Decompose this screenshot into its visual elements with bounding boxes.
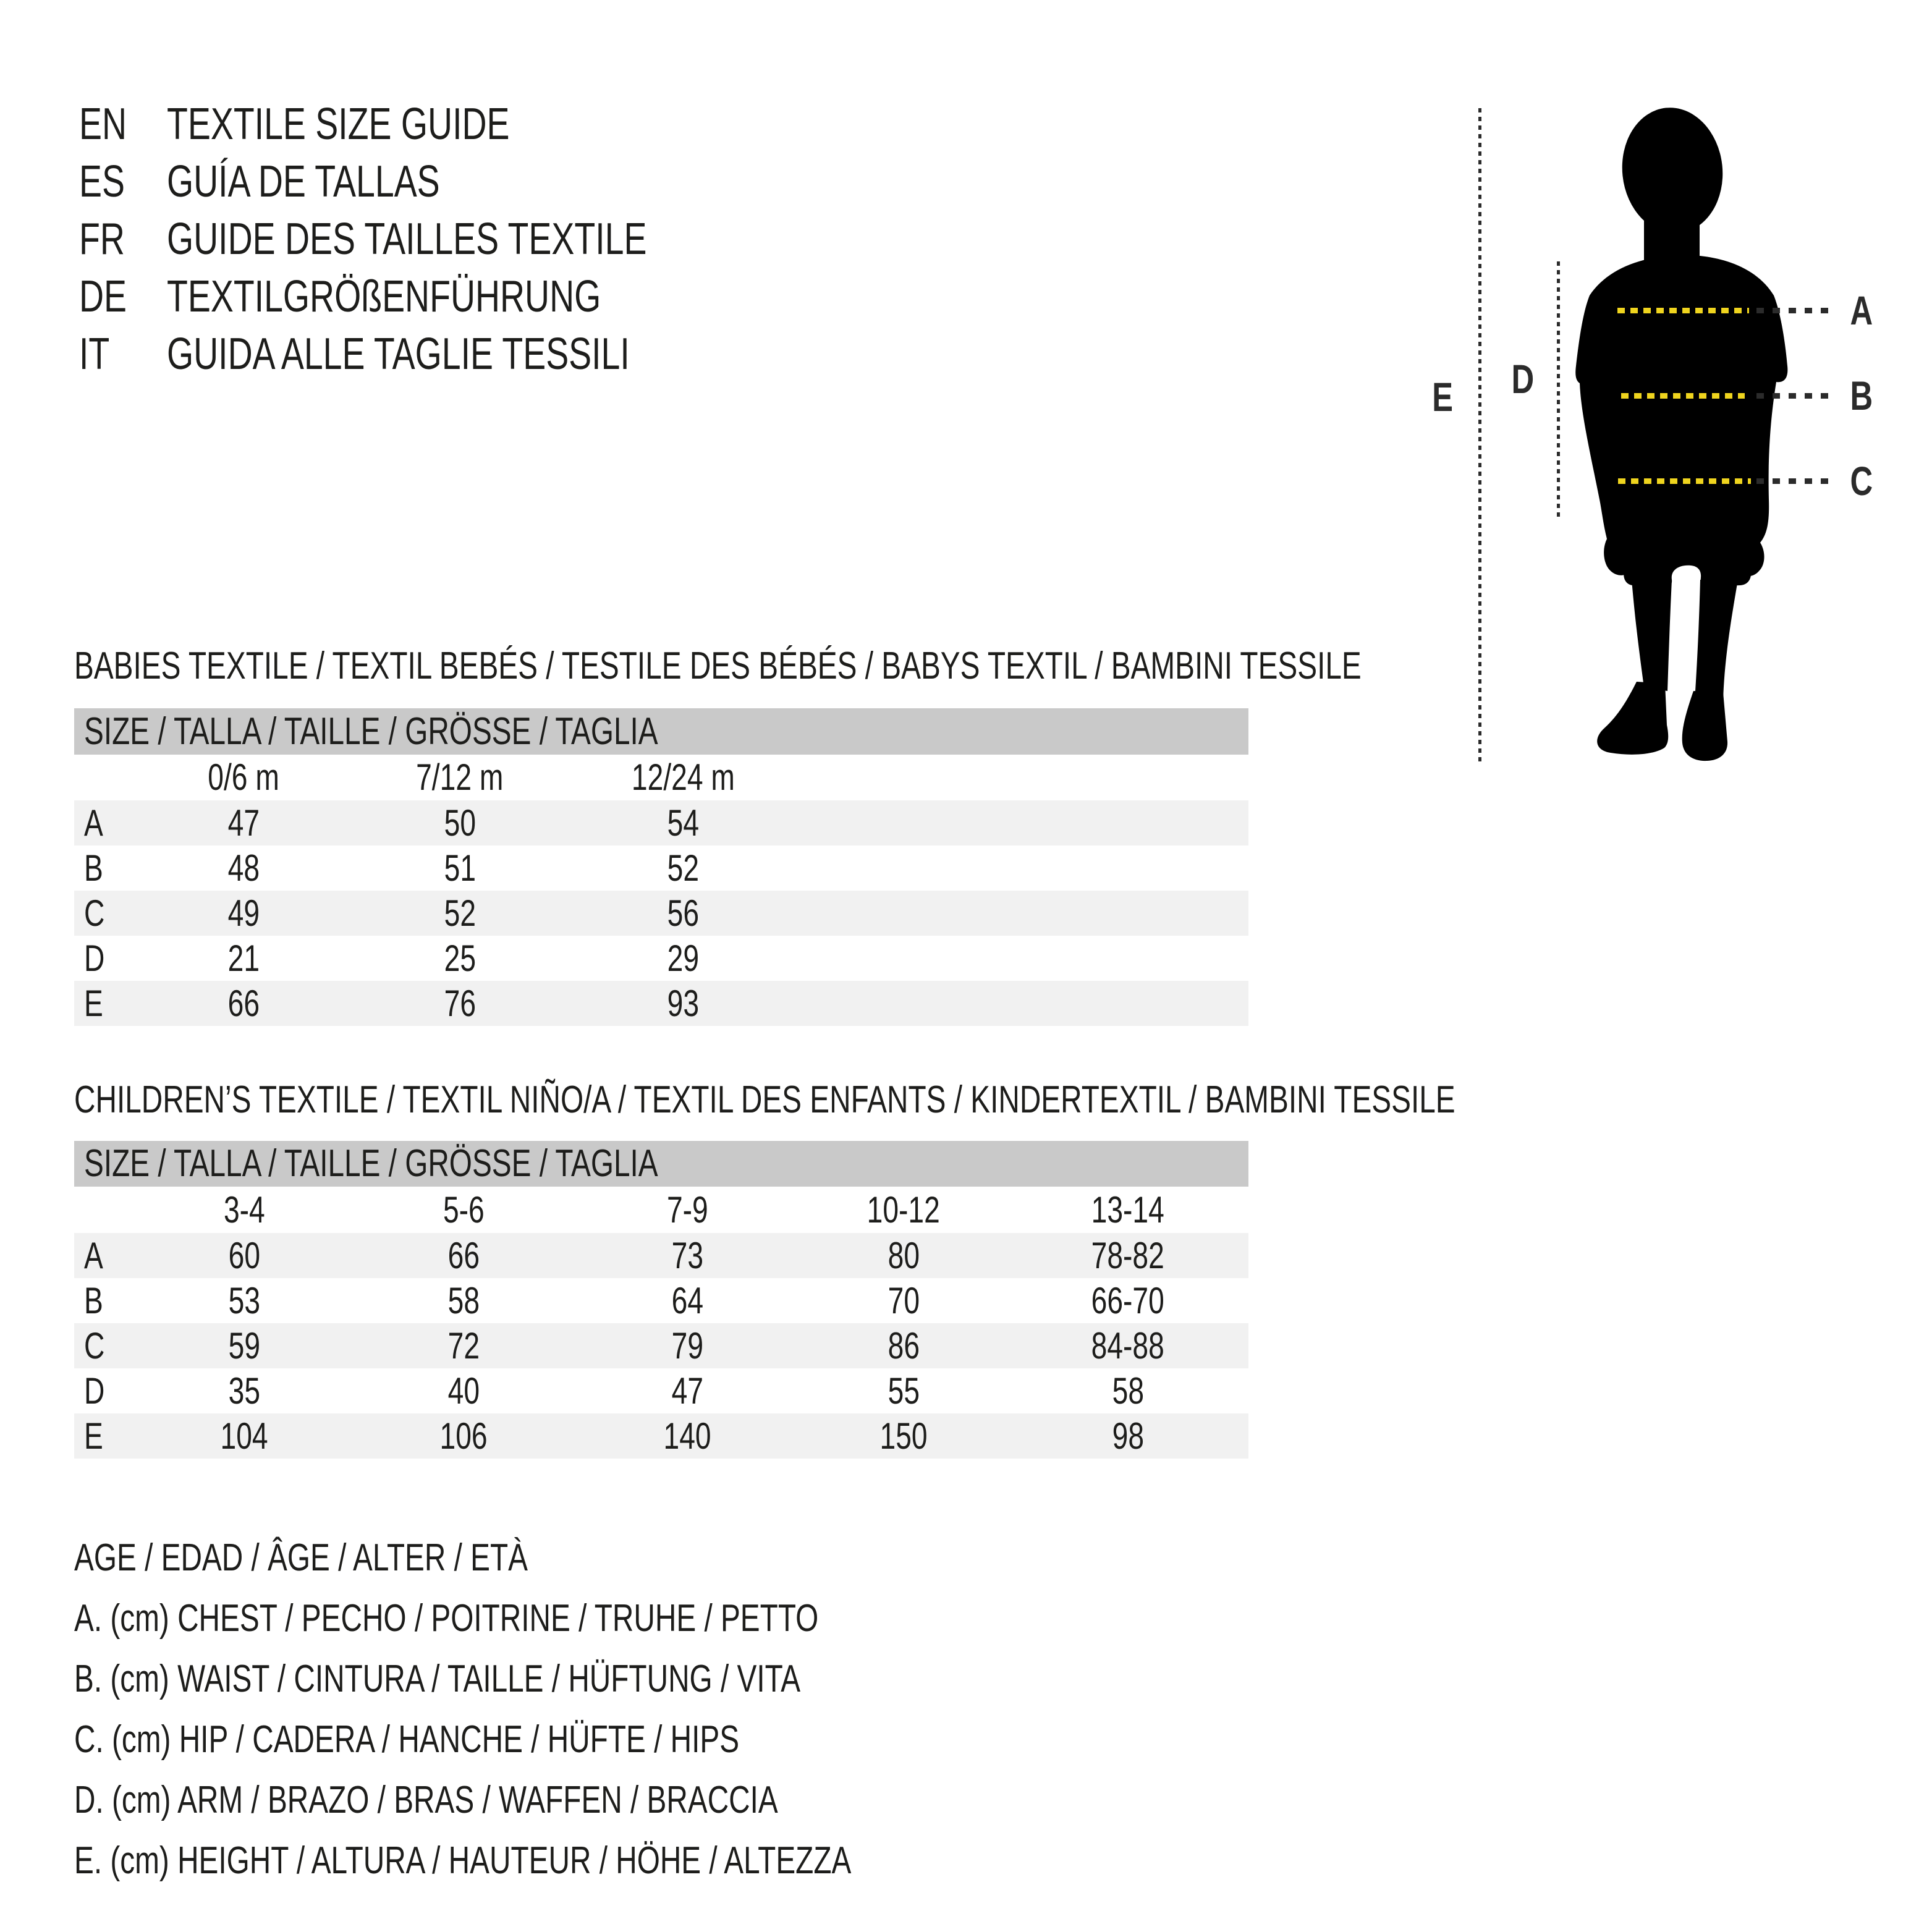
lang-title-en: TEXTILE SIZE GUIDE	[167, 100, 510, 149]
row-label: A	[84, 802, 103, 844]
babies-col-12-24m: 12/24 m	[631, 756, 735, 798]
waist-measure-black-dots	[1756, 393, 1833, 399]
babies-section-title: BABIES TEXTILE / TEXTIL BEBÉS / TESTILE …	[74, 645, 1362, 687]
children-section-title: CHILDREN’S TEXTILE / TEXTIL NIÑO/A / TEX…	[74, 1078, 1455, 1121]
language-row-de: DE TEXTILGRÖßENFÜHRUNG	[79, 268, 790, 326]
language-row-it: IT GUIDA ALLE TAGLIE TESSILI	[79, 326, 790, 383]
lang-title-fr: GUIDE DES TAILLES TEXTILE	[167, 214, 647, 264]
children-size-header-bar: SIZE / TALLA / TAILLE / GRÖSSE / TAGLIA	[74, 1141, 1248, 1187]
lang-code-fr: FR	[79, 214, 125, 264]
table-row: E 104 106 140 150 98	[74, 1413, 1248, 1459]
chest-measure-black-dots	[1756, 308, 1833, 313]
lang-title-de: TEXTILGRÖßENFÜHRUNG	[167, 272, 601, 321]
measure-label-d: D	[1511, 356, 1535, 402]
legend-height: E. (cm) HEIGHT / ALTURA / HAUTEUR / HÖHE…	[74, 1839, 852, 1882]
row-label: B	[84, 1280, 103, 1321]
babies-col-0-6m: 0/6 m	[208, 756, 279, 798]
row-label: C	[84, 892, 105, 934]
legend-waist: B. (cm) WAIST / CINTURA / TAILLE / HÜFTU…	[74, 1658, 801, 1700]
row-label: D	[84, 1370, 105, 1412]
babies-column-header-row: 0/6 m 7/12 m 12/24 m	[74, 755, 1248, 800]
measure-label-c: C	[1850, 458, 1873, 504]
measure-label-e: E	[1432, 374, 1453, 420]
table-row: A 47 50 54	[74, 800, 1248, 845]
children-col-13-14: 13-14	[1091, 1189, 1165, 1231]
language-row-es: ES GUÍA DE TALLAS	[79, 153, 790, 211]
row-label: D	[84, 938, 105, 979]
legend-chest: A. (cm) CHEST / PECHO / POITRINE / TRUHE…	[74, 1597, 819, 1640]
language-row-fr: FR GUIDE DES TAILLES TEXTILE	[79, 211, 790, 268]
row-label: E	[84, 1415, 103, 1457]
children-col-7-9: 7-9	[666, 1189, 708, 1231]
lang-title-it: GUIDA ALLE TAGLIE TESSILI	[167, 329, 630, 379]
lang-code-es: ES	[79, 157, 125, 206]
height-measure-dotted-line	[1478, 108, 1481, 762]
waist-measure-yellow-line	[1621, 393, 1745, 399]
chest-measure-yellow-line	[1617, 308, 1749, 313]
table-row: E 66 76 93	[74, 981, 1248, 1026]
children-col-10-12: 10-12	[866, 1189, 941, 1231]
table-row: C 59 72 79 86 84-88	[74, 1323, 1248, 1368]
measure-label-a: A	[1850, 287, 1873, 333]
children-size-table: SIZE / TALLA / TAILLE / GRÖSSE / TAGLIA …	[74, 1141, 1248, 1459]
table-row: B 53 58 64 70 66-70	[74, 1278, 1248, 1323]
table-row: D 21 25 29	[74, 936, 1248, 981]
table-row: C 49 52 56	[74, 891, 1248, 936]
babies-size-header-bar: SIZE / TALLA / TAILLE / GRÖSSE / TAGLIA	[74, 708, 1248, 755]
lang-code-it: IT	[79, 329, 110, 379]
table-row: B 48 51 52	[74, 845, 1248, 891]
lang-title-es: GUÍA DE TALLAS	[167, 157, 440, 206]
children-col-3-4: 3-4	[223, 1189, 265, 1231]
measurement-legend: AGE / EDAD / ÂGE / ALTER / ETÀ A. (cm) C…	[74, 1528, 1083, 1891]
children-column-header-row: 3-4 5-6 7-9 10-12 13-14	[74, 1187, 1248, 1233]
language-title-block: EN TEXTILE SIZE GUIDE ES GUÍA DE TALLAS …	[79, 96, 790, 383]
language-row-en: EN TEXTILE SIZE GUIDE	[79, 96, 790, 153]
child-silhouette-figure	[1575, 108, 1788, 761]
arm-measure-dotted-line	[1557, 261, 1560, 519]
legend-arm: D. (cm) ARM / BRAZO / BRAS / WAFFEN / BR…	[74, 1779, 778, 1821]
lang-code-en: EN	[79, 100, 127, 149]
row-label: A	[84, 1235, 103, 1276]
children-col-5-6: 5-6	[443, 1189, 485, 1231]
table-row: A 60 66 73 80 78-82	[74, 1233, 1248, 1278]
babies-col-7-12m: 7/12 m	[416, 756, 504, 798]
measure-label-b: B	[1850, 373, 1873, 418]
legend-age: AGE / EDAD / ÂGE / ALTER / ETÀ	[74, 1536, 528, 1579]
row-label: C	[84, 1325, 105, 1366]
legend-hip: C. (cm) HIP / CADERA / HANCHE / HÜFTE / …	[74, 1718, 740, 1761]
row-label: E	[84, 983, 103, 1024]
lang-code-de: DE	[79, 272, 127, 321]
babies-size-table: SIZE / TALLA / TAILLE / GRÖSSE / TAGLIA …	[74, 708, 1248, 1026]
hip-measure-yellow-line	[1618, 478, 1751, 484]
table-row: D 35 40 47 55 58	[74, 1368, 1248, 1413]
row-label: B	[84, 847, 103, 889]
hip-measure-black-dots	[1756, 478, 1833, 484]
